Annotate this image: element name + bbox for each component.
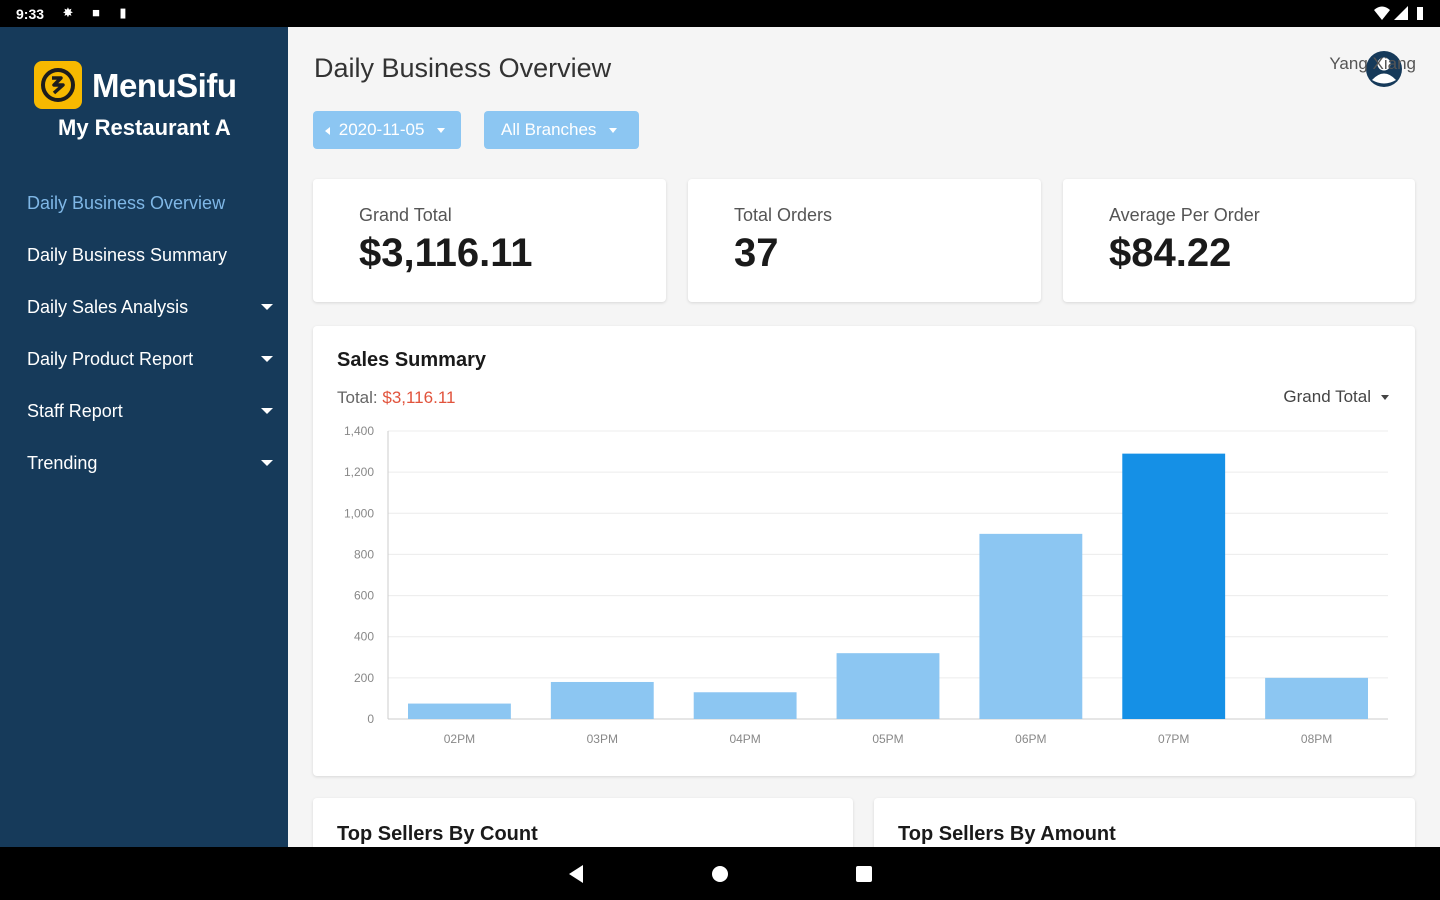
top-sellers-by-amount-title: Top Sellers By Amount — [898, 823, 1116, 845]
y-tick-label: 0 — [367, 712, 374, 726]
branch-value: All Branches — [501, 120, 597, 139]
stat-card-total-orders: Total Orders 37 — [688, 179, 1041, 302]
x-tick-label: 06PM — [1015, 732, 1046, 746]
status-time: 9:33 — [16, 6, 45, 22]
sidebar-item-daily-business-summary[interactable]: Daily Business Summary — [0, 233, 288, 277]
back-icon[interactable] — [564, 861, 590, 887]
bar — [1122, 453, 1226, 719]
chevron-down-icon — [261, 460, 273, 466]
y-tick-label: 1,000 — [344, 506, 374, 520]
y-tick-label: 800 — [354, 547, 374, 561]
chevron-down-icon — [261, 356, 273, 362]
recents-icon[interactable] — [851, 861, 877, 887]
total-amount: $3,116.11 — [382, 388, 456, 407]
menusifu-logo-icon — [34, 61, 82, 109]
user-avatar-icon — [1366, 51, 1402, 87]
home-icon[interactable] — [707, 861, 733, 887]
sales-summary-card: Sales Summary Total: $3,116.11 Grand Tot… — [313, 326, 1415, 776]
battery-icon — [1413, 6, 1427, 20]
sidebar-item-daily-sales-analysis[interactable]: Daily Sales Analysis — [0, 285, 288, 329]
top-sellers-by-amount-card: Top Sellers By Amount — [874, 798, 1415, 847]
page-title: Daily Business Overview — [314, 53, 612, 83]
sd-card-icon: ▮ — [119, 5, 127, 20]
chevron-down-icon — [609, 128, 618, 134]
bar — [1265, 677, 1368, 719]
sidebar-item-trending[interactable]: Trending — [0, 441, 288, 485]
sidebar-item-label: Daily Business Summary — [27, 245, 228, 265]
chevron-down-icon — [1381, 395, 1389, 401]
navigation-bar — [0, 847, 1440, 900]
chevron-down-icon — [261, 408, 273, 414]
x-tick-label: 03PM — [587, 732, 618, 746]
sales-bar-chart: 0 200 400 600 800 1,000 1,200 1,400 02PM 03PM 04PM… — [344, 424, 1388, 746]
top-sellers-by-count-card: Top Sellers By Count — [313, 798, 853, 847]
restaurant-name: My Restaurant A — [58, 115, 231, 140]
branch-selector-button[interactable]: All Branches — [484, 111, 639, 149]
top-sellers-by-count-title: Top Sellers By Count — [337, 823, 538, 845]
y-tick-label: 1,200 — [344, 465, 374, 479]
stat-label: Grand Total — [359, 205, 452, 225]
sales-summary-total: Total: $3,116.11 — [337, 388, 455, 408]
y-tick-label: 600 — [354, 589, 374, 603]
settings-icon: ✸ — [62, 5, 74, 20]
sales-summary-title: Sales Summary — [337, 349, 486, 371]
y-tick-label: 200 — [354, 671, 374, 685]
x-tick-label: 04PM — [729, 732, 760, 746]
stat-value: 37 — [734, 231, 779, 275]
date-picker-button[interactable]: 2020-11-05 — [313, 111, 461, 149]
x-tick-label: 07PM — [1158, 732, 1189, 746]
total-label: Total: — [337, 388, 383, 407]
sidebar-item-daily-product-report[interactable]: Daily Product Report — [0, 337, 288, 381]
user-name: Yang Xiang — [1329, 54, 1416, 73]
bar — [693, 692, 797, 719]
signal-icon — [1394, 6, 1408, 20]
chevron-left-icon — [325, 126, 330, 135]
stat-label: Average Per Order — [1109, 205, 1260, 225]
stat-label: Total Orders — [734, 205, 833, 225]
status-bar: 9:33 ✸ ■ ▮ — [0, 0, 1440, 27]
sidebar-item-label: Staff Report — [27, 401, 123, 421]
sidebar-item-label: Daily Product Report — [27, 349, 194, 369]
sidebar-item-label: Daily Business Overview — [27, 193, 226, 213]
y-tick-label: 400 — [354, 630, 374, 644]
stat-card-grand-total: Grand Total $3,116.11 — [313, 179, 666, 302]
sidebar-item-label: Trending — [27, 453, 98, 473]
x-tick-label: 08PM — [1301, 732, 1332, 746]
bar — [550, 681, 654, 719]
bar — [836, 653, 940, 719]
notification-icon: ■ — [92, 5, 100, 20]
stat-card-average-per-order: Average Per Order $84.22 — [1063, 179, 1415, 302]
metric-value: Grand Total — [1283, 387, 1371, 406]
sidebar-item-label: Daily Sales Analysis — [27, 297, 189, 317]
date-value: 2020-11-05 — [338, 120, 425, 139]
y-tick-label: 1,400 — [344, 424, 374, 438]
sidebar-item-daily-business-overview[interactable]: Daily Business Overview — [0, 181, 288, 225]
stat-value: $84.22 — [1109, 231, 1232, 275]
x-tick-label: 05PM — [872, 732, 903, 746]
chevron-down-icon — [261, 304, 273, 310]
chevron-down-icon — [437, 128, 446, 134]
main-content: Daily Business Overview Yang Xiang 2020-… — [288, 27, 1440, 847]
brand-name: MenuSifu — [92, 67, 237, 104]
bar — [979, 533, 1083, 719]
stat-value: $3,116.11 — [359, 231, 533, 275]
sidebar-item-staff-report[interactable]: Staff Report — [0, 389, 288, 433]
metric-selector[interactable]: Grand Total — [1283, 387, 1389, 407]
wifi-icon — [1374, 6, 1390, 20]
sidebar: MenuSifu My Restaurant A Daily Business … — [0, 27, 288, 847]
bar — [408, 703, 511, 719]
x-tick-label: 02PM — [444, 732, 475, 746]
